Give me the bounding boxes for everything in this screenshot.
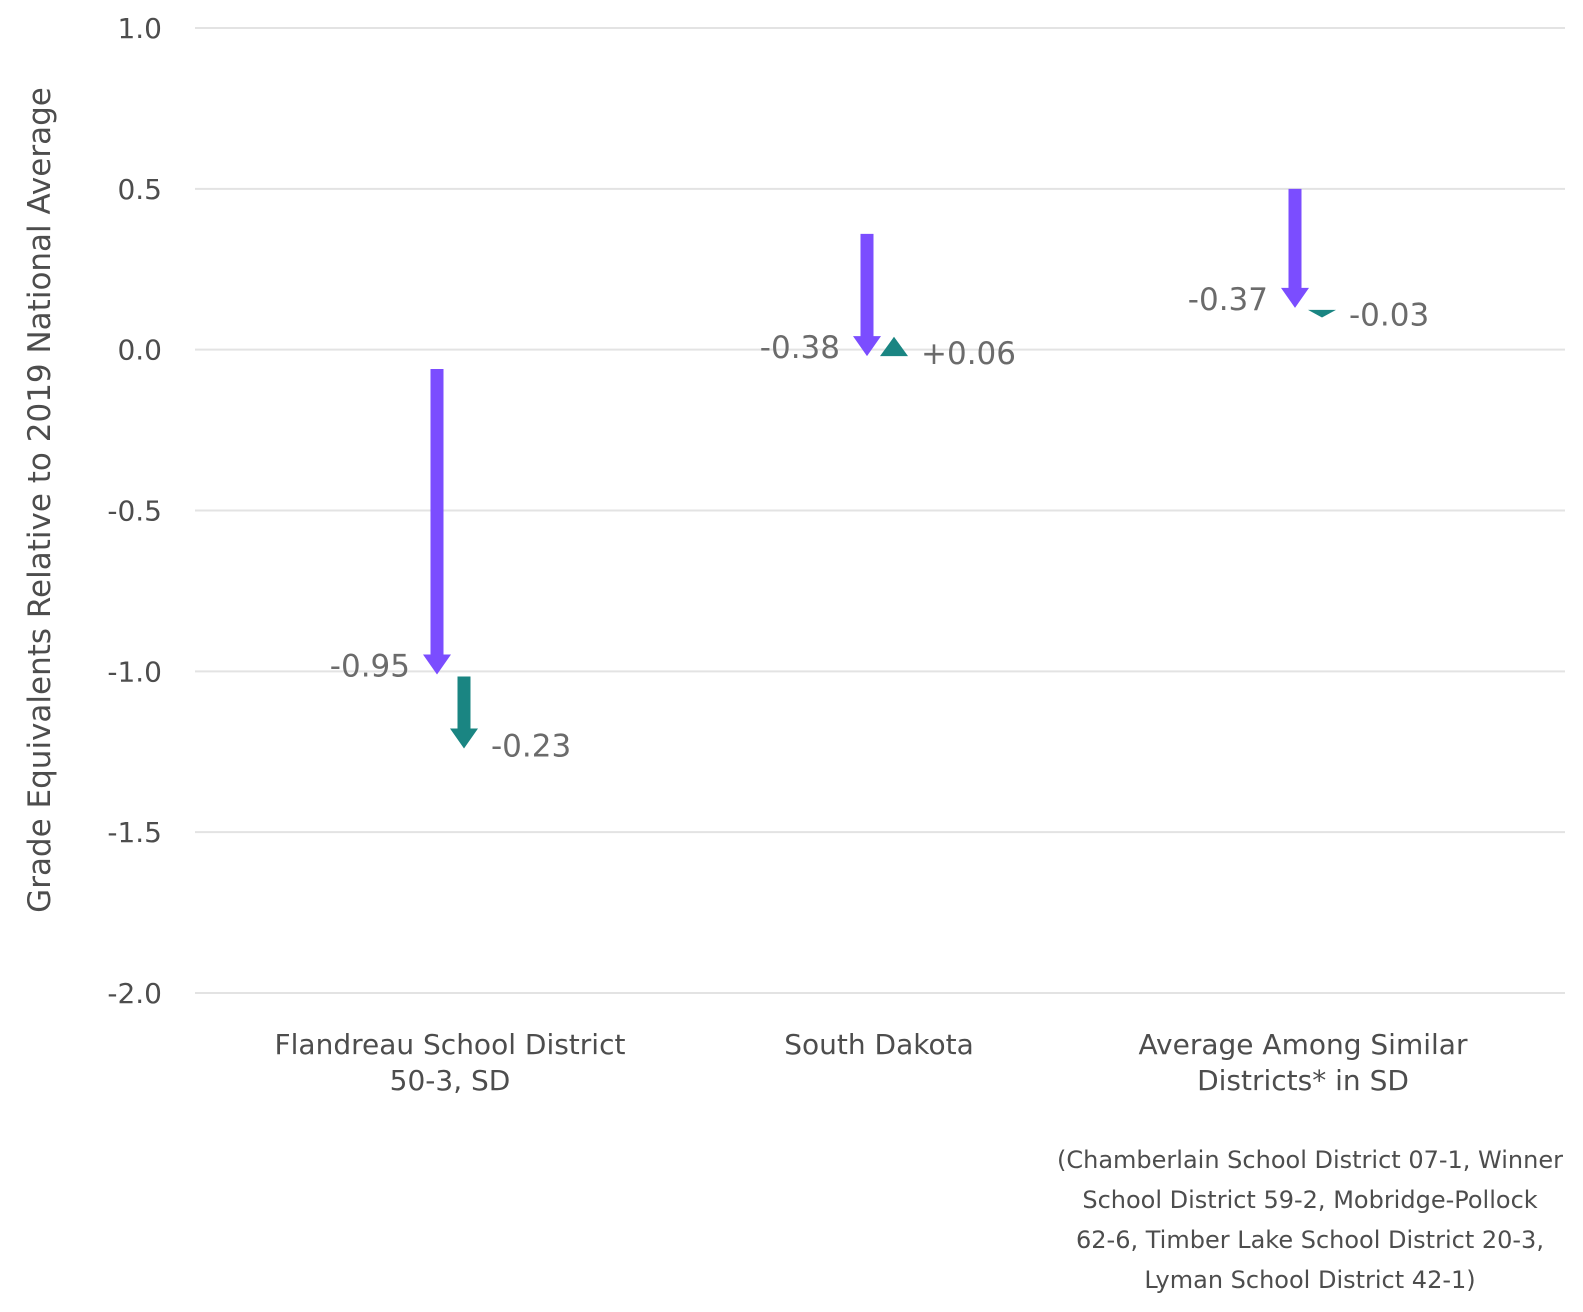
first-change-arrow [423,368,451,675]
note-line: Lyman School District 42-1) [1144,1266,1476,1294]
second-change-label: -0.23 [491,729,571,765]
first-change-label: -0.37 [1188,282,1268,318]
similar-districts-note: (Chamberlain School District 07-1, Winne… [1040,1140,1580,1300]
second-change-label: +0.06 [921,336,1016,372]
category-label-line: South Dakota [784,1028,974,1061]
y-tick-label: -1.5 [107,816,162,849]
y-axis-ticks: 1.0 0.5 0.0 -0.5 -1.0 -1.5 -2.0 [107,12,162,1010]
y-tick-label: 1.0 [117,12,162,45]
category-label-line: 50-3, SD [389,1064,511,1097]
category-label-line: Flandreau School District [274,1028,626,1061]
category-label-line: Districts* in SD [1197,1064,1409,1097]
y-tick-label: 0.5 [117,173,162,206]
second-change-arrow [450,676,478,749]
category-label-flandreau: Flandreau School District 50-3, SD [230,1027,670,1099]
second-change-arrow [880,336,908,357]
first-change-label: -0.95 [330,649,410,685]
category-label-similar-districts: Average Among Similar Districts* in SD [1083,1027,1523,1099]
y-tick-label: -0.5 [107,495,162,528]
category-label-south-dakota: South Dakota [659,1027,1099,1063]
y-tick-label: -2.0 [107,977,162,1010]
grid-lines [195,27,1565,994]
y-tick-label: 0.0 [117,334,162,367]
chart-marks: -0.95 -0.23 -0.38 +0.06 -0.37 -0.03 [330,188,1429,765]
first-change-label: -0.38 [760,330,840,366]
y-axis-label: Grade Equivalents Relative to 2019 Natio… [22,87,58,913]
second-change-arrow [1308,309,1336,318]
second-change-label: -0.03 [1349,298,1429,334]
first-change-arrow [853,233,881,357]
note-line: School District 59-2, Mobridge-Pollock [1082,1186,1538,1214]
note-line: 62-6, Timber Lake School District 20-3, [1076,1226,1544,1254]
category-label-line: Average Among Similar [1138,1028,1468,1061]
note-line: (Chamberlain School District 07-1, Winne… [1057,1146,1563,1174]
first-change-arrow [1281,188,1309,308]
y-tick-label: -1.0 [107,655,162,688]
